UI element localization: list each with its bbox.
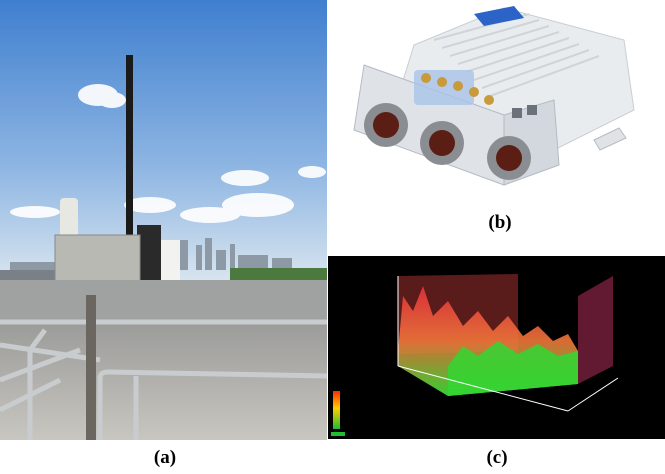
mast-pole [86,295,96,440]
antenna-mast [126,55,133,255]
caption-a: (a) [140,447,190,469]
usb-port [527,105,537,115]
white-building [160,240,180,280]
color-legend-bar [333,391,340,429]
legend-footer [331,432,345,436]
roof-floor [0,320,327,440]
sky [0,0,327,280]
spectrogram-render [328,256,665,439]
device-render [334,0,665,207]
caption-b: (b) [475,212,525,234]
photo-radio-device [334,0,665,207]
rooftop-scene [0,0,327,440]
radome [60,198,78,238]
spectrogram-3d-plot [328,256,665,439]
roof-parapet [0,280,327,320]
photo-rooftop-antenna [0,0,327,440]
rj45-port [512,108,522,118]
caption-c: (c) [472,447,522,469]
